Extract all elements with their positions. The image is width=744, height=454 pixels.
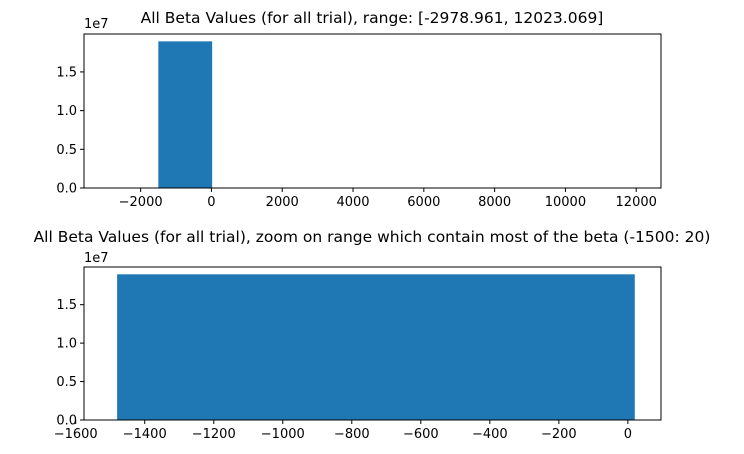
- chart-full-range: All Beta Values (for all trial), range: …: [56, 9, 662, 210]
- histogram-bar: [158, 41, 213, 188]
- y-tick-label: 1.0: [56, 337, 77, 352]
- x-tick-label: 2000: [266, 195, 299, 210]
- x-tick-label: −1600: [54, 427, 98, 442]
- x-tick-label: −800: [334, 427, 370, 442]
- x-tick-label: −1000: [261, 427, 305, 442]
- y-tick-label: 1.0: [56, 104, 77, 119]
- y-tick-label: 0.5: [56, 375, 77, 390]
- axes-frame: [83, 266, 662, 421]
- x-tick-label: 6000: [407, 195, 440, 210]
- x-tick-label: 0: [207, 195, 215, 210]
- y-tick-label: 1.5: [56, 298, 77, 313]
- x-tick-label: 0: [624, 427, 632, 442]
- chart-title: All Beta Values (for all trial), range: …: [141, 9, 604, 27]
- y-offset-label: 1e7: [84, 17, 109, 32]
- x-tick-label: −1400: [123, 427, 167, 442]
- y-tick-label: 0.5: [56, 143, 77, 158]
- chart-title: All Beta Values (for all trial), zoom on…: [34, 228, 711, 246]
- x-tick-label: −400: [472, 427, 508, 442]
- x-tick-label: −1200: [192, 427, 236, 442]
- x-tick-label: −2000: [119, 195, 163, 210]
- x-tick-label: 10000: [545, 195, 586, 210]
- x-tick-label: 8000: [478, 195, 511, 210]
- chart-zoom-range: All Beta Values (for all trial), zoom on…: [34, 228, 711, 442]
- x-tick-label: 12000: [616, 195, 657, 210]
- y-offset-label: 1e7: [84, 251, 109, 266]
- x-tick-label: −200: [541, 427, 577, 442]
- axes-frame: [83, 33, 662, 189]
- x-tick-label: −600: [403, 427, 439, 442]
- y-tick-label: 1.5: [56, 65, 77, 80]
- y-tick-label: 0.0: [56, 414, 77, 429]
- histogram-bar: [117, 274, 635, 420]
- y-tick-label: 0.0: [56, 182, 77, 197]
- x-tick-label: 4000: [336, 195, 369, 210]
